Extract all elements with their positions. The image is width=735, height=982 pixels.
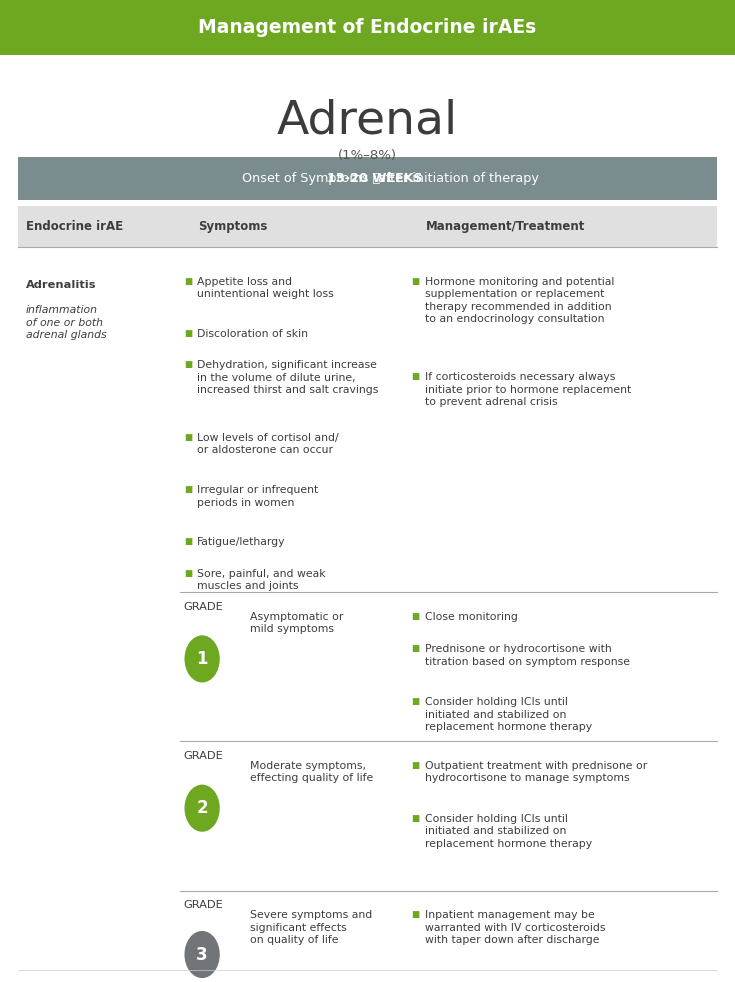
Text: Close monitoring: Close monitoring [425, 612, 517, 622]
Text: GRADE: GRADE [184, 751, 223, 761]
Text: If corticosteroids necessary always
initiate prior to hormone replacement
to pre: If corticosteroids necessary always init… [425, 372, 631, 407]
Circle shape [184, 635, 220, 682]
Text: Hormone monitoring and potential
supplementation or replacement
therapy recommen: Hormone monitoring and potential supplem… [425, 277, 614, 324]
Text: Moderate symptoms,
effecting quality of life: Moderate symptoms, effecting quality of … [250, 761, 373, 784]
Text: Severe symptoms and
significant effects
on quality of life: Severe symptoms and significant effects … [250, 910, 372, 945]
Text: 3: 3 [196, 946, 208, 963]
Text: Consider holding ICIs until
initiated and stabilized on
replacement hormone ther: Consider holding ICIs until initiated an… [425, 697, 592, 732]
Text: Sore, painful, and weak
muscles and joints: Sore, painful, and weak muscles and join… [197, 569, 326, 591]
Text: Consider holding ICIs until
initiated and stabilized on
replacement hormone ther: Consider holding ICIs until initiated an… [425, 814, 592, 848]
Text: after initiation of therapy: after initiation of therapy [374, 172, 539, 186]
Text: ■: ■ [412, 697, 420, 706]
Text: GRADE: GRADE [184, 602, 223, 612]
Text: ■: ■ [412, 814, 420, 823]
Circle shape [184, 931, 220, 978]
Text: Symptoms: Symptoms [198, 220, 268, 234]
Text: inflammation
of one or both
adrenal glands: inflammation of one or both adrenal glan… [26, 305, 107, 340]
Text: 1: 1 [196, 650, 208, 668]
Text: Appetite loss and
unintentional weight loss: Appetite loss and unintentional weight l… [197, 277, 334, 300]
Text: GRADE: GRADE [184, 900, 223, 910]
Text: 2: 2 [196, 799, 208, 817]
FancyBboxPatch shape [18, 157, 717, 200]
Text: Inpatient management may be
warranted with IV corticosteroids
with taper down af: Inpatient management may be warranted wi… [425, 910, 606, 945]
Text: ■: ■ [412, 910, 420, 919]
Text: (1%–8%): (1%–8%) [338, 149, 397, 162]
Text: Irregular or infrequent
periods in women: Irregular or infrequent periods in women [197, 485, 318, 508]
Text: Adrenal: Adrenal [277, 98, 458, 143]
FancyBboxPatch shape [0, 0, 735, 55]
Text: Endocrine irAE: Endocrine irAE [26, 220, 123, 234]
Text: Onset of Symptoms ⌛: Onset of Symptoms ⌛ [242, 172, 384, 186]
Text: ■: ■ [412, 612, 420, 621]
Text: ■: ■ [412, 277, 420, 286]
FancyBboxPatch shape [18, 206, 717, 247]
Circle shape [184, 785, 220, 832]
Text: ■: ■ [184, 277, 192, 286]
Text: Management of Endocrine irAEs: Management of Endocrine irAEs [198, 18, 537, 37]
Text: Adrenalitis: Adrenalitis [26, 280, 96, 290]
Text: Outpatient treatment with prednisone or
hydrocortisone to manage symptoms: Outpatient treatment with prednisone or … [425, 761, 647, 784]
Text: ■: ■ [184, 569, 192, 577]
Text: Discoloration of skin: Discoloration of skin [197, 329, 308, 339]
Text: Onset of Symptoms ⌛ 13-20 WEEKS after initiation of therapy: Onset of Symptoms ⌛ 13-20 WEEKS after in… [171, 172, 564, 186]
Text: Asymptomatic or
mild symptoms: Asymptomatic or mild symptoms [250, 612, 343, 634]
Text: Fatigue/lethargy: Fatigue/lethargy [197, 537, 285, 547]
Text: ■: ■ [412, 644, 420, 653]
Text: Dehydration, significant increase
in the volume of dilute urine,
increased thirs: Dehydration, significant increase in the… [197, 360, 379, 395]
Text: ■: ■ [184, 537, 192, 546]
Text: ■: ■ [184, 433, 192, 442]
Text: ■: ■ [184, 360, 192, 369]
Text: ■: ■ [184, 329, 192, 338]
Text: 13-20 WEEKS: 13-20 WEEKS [327, 172, 423, 186]
Text: ■: ■ [412, 761, 420, 770]
Text: Management/Treatment: Management/Treatment [426, 220, 586, 234]
Text: Prednisone or hydrocortisone with
titration based on symptom response: Prednisone or hydrocortisone with titrat… [425, 644, 630, 667]
Text: Low levels of cortisol and/
or aldosterone can occur: Low levels of cortisol and/ or aldostero… [197, 433, 339, 456]
Text: ■: ■ [412, 372, 420, 381]
Text: ■: ■ [184, 485, 192, 494]
